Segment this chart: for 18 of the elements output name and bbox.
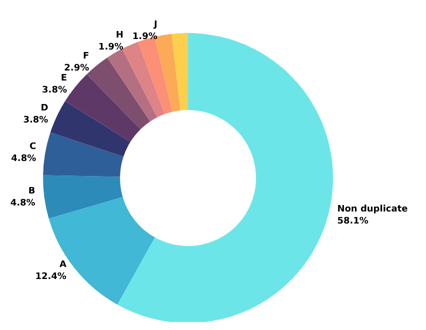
data-label: 58.1% <box>337 216 368 227</box>
slice-label: J <box>153 20 158 30</box>
data-label: 3.8% <box>42 85 68 96</box>
slice-label: H <box>116 30 124 40</box>
data-label: 2.9% <box>64 63 90 74</box>
data-label: 4.8% <box>10 198 36 209</box>
data-label: 4.8% <box>11 154 36 164</box>
slice-label: F <box>82 51 90 62</box>
slice-label: A <box>59 260 66 270</box>
data-label: 12.4% <box>35 272 66 282</box>
data-label: 3.8% <box>23 116 48 126</box>
slice-label: C <box>30 142 37 152</box>
slice-label: D <box>40 104 48 114</box>
slice-label: B <box>28 186 36 197</box>
data-label: 1.9% <box>98 42 124 52</box>
slice-label: Non duplicate <box>337 204 408 215</box>
data-label: 1.9% <box>132 32 158 42</box>
slice-label: E <box>60 73 68 84</box>
